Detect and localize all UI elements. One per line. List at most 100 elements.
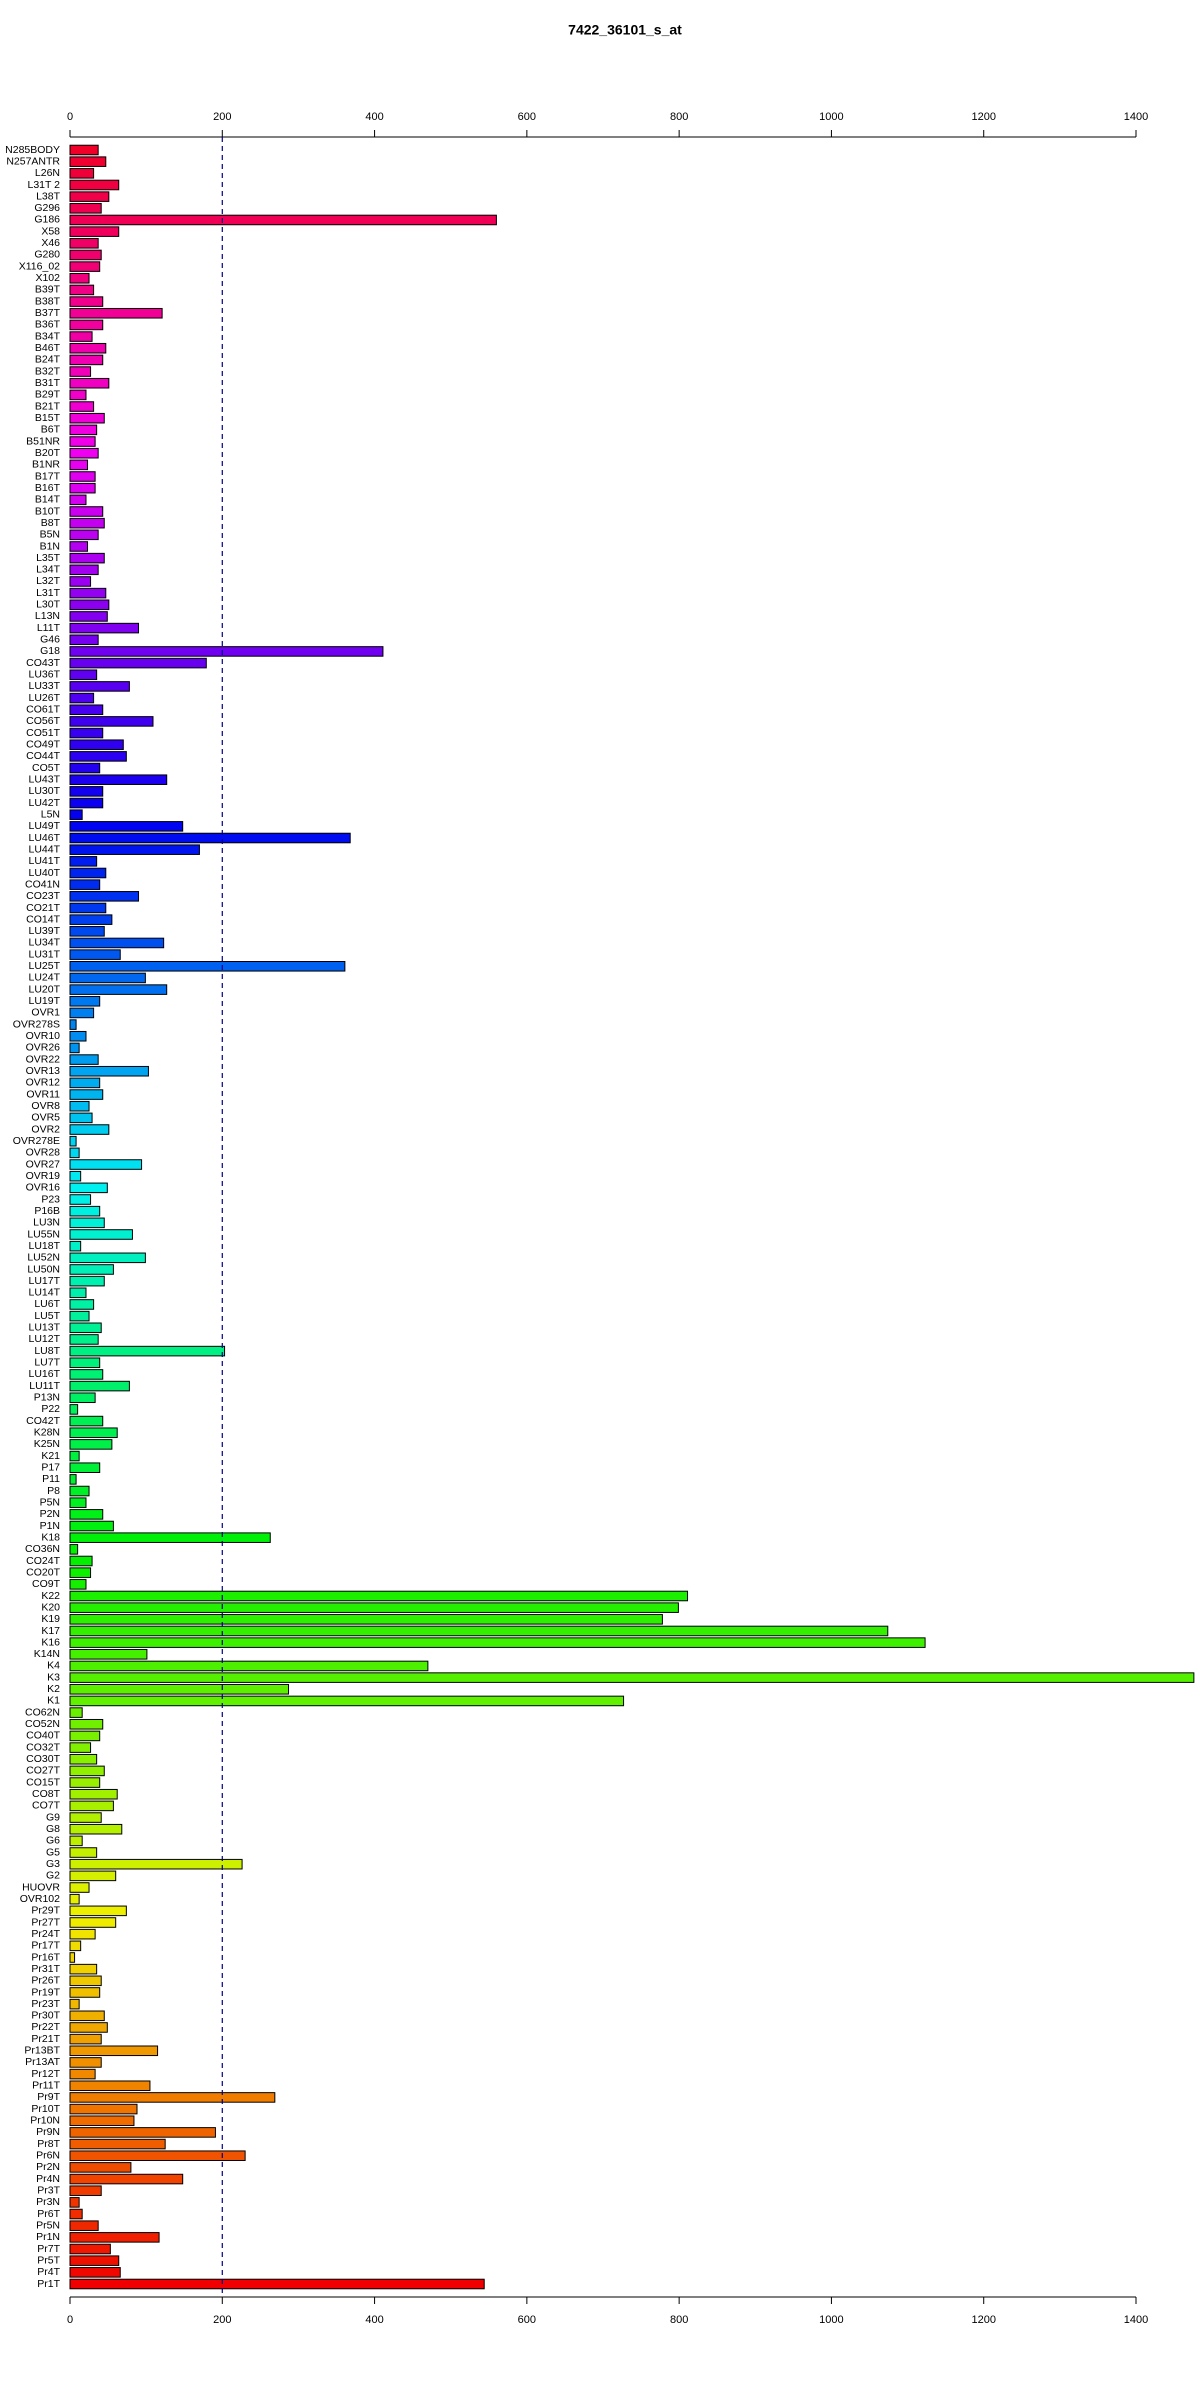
y-tick-label: B17T xyxy=(35,470,61,482)
y-tick-label: LU16T xyxy=(28,1368,60,1380)
y-tick-label: OVR27 xyxy=(26,1158,61,1170)
bar xyxy=(69,2022,108,2033)
y-tick-label: LU5T xyxy=(34,1310,60,1322)
bar xyxy=(69,517,105,529)
bar xyxy=(69,366,92,377)
y-tick-label: OVR26 xyxy=(26,1042,61,1054)
bar xyxy=(69,902,107,914)
y-tick-label: G2 xyxy=(46,1870,60,1882)
y-tick-label: CO14T xyxy=(26,913,60,925)
bar xyxy=(69,832,351,844)
y-tick-label: G46 xyxy=(40,634,60,646)
bar xyxy=(69,844,200,855)
bar xyxy=(69,1788,118,1800)
bar xyxy=(69,692,95,704)
y-tick-label: CO41N xyxy=(25,878,60,890)
y-tick-label: OVR10 xyxy=(26,1030,61,1042)
bar xyxy=(69,179,120,191)
y-tick-label: LU36T xyxy=(28,669,60,681)
y-tick-label: K22 xyxy=(41,1590,60,1602)
y-tick-label: LU30T xyxy=(28,785,60,797)
y-tick-label: Pr9T xyxy=(37,2091,60,2103)
bar xyxy=(69,226,120,237)
y-tick-label: Pr2N xyxy=(36,2161,60,2173)
y-tick-label: CO8T xyxy=(32,1788,61,1800)
y-tick-label: OVR22 xyxy=(26,1053,61,1065)
y-tick-label: LU39T xyxy=(28,925,60,937)
bar xyxy=(69,1882,90,1893)
y-tick-label: P1N xyxy=(40,1520,60,1532)
bar xyxy=(69,2197,80,2208)
y-tick-label: B21T xyxy=(35,400,61,412)
y-tick-label: Pr10N xyxy=(30,2115,60,2127)
bar xyxy=(69,1357,101,1369)
y-tick-label: LU6T xyxy=(34,1298,60,1310)
bar xyxy=(69,1077,101,1089)
y-tick-label: K4 xyxy=(47,1660,60,1672)
bar xyxy=(69,1905,127,1917)
y-tick-label: Pr16T xyxy=(31,1951,60,1963)
bar xyxy=(69,1497,87,1508)
y-tick-label: L31T 2 xyxy=(28,179,61,191)
bar xyxy=(69,774,168,785)
bar xyxy=(69,1870,117,1882)
y-tick-label: OVR13 xyxy=(26,1065,61,1077)
y-tick-label: Pr4T xyxy=(37,2266,60,2278)
bar xyxy=(69,203,102,214)
bar xyxy=(69,529,99,541)
bar xyxy=(69,1450,80,1462)
bar xyxy=(69,1847,98,1858)
y-tick-label: Pr3N xyxy=(36,2196,60,2208)
bar xyxy=(69,646,384,657)
y-tick-label: K19 xyxy=(41,1613,60,1625)
x-tick-label: 0 xyxy=(67,111,73,123)
bar xyxy=(69,296,104,307)
y-tick-label: CO15T xyxy=(26,1776,60,1788)
y-tick-label: X58 xyxy=(41,225,60,237)
y-tick-label: B38T xyxy=(35,295,61,307)
y-tick-label: B34T xyxy=(35,330,61,342)
y-tick-label: Pr7T xyxy=(37,2243,60,2255)
bar xyxy=(69,1392,96,1404)
bar xyxy=(69,739,124,751)
bar xyxy=(69,1159,143,1170)
bar xyxy=(69,1264,114,1275)
y-tick-label: K14N xyxy=(34,1648,60,1660)
bar xyxy=(69,389,87,401)
bar xyxy=(69,867,107,879)
bar xyxy=(69,494,87,506)
y-tick-label: OVR2 xyxy=(31,1123,60,1135)
y-tick-label: OVR278S xyxy=(13,1018,60,1030)
y-tick-label: CO30T xyxy=(26,1753,60,1765)
y-tick-label: P11 xyxy=(42,1473,60,1485)
y-tick-label: B20T xyxy=(35,447,61,459)
y-tick-label: CO49T xyxy=(26,739,60,751)
bar xyxy=(69,2080,151,2092)
bar xyxy=(69,1019,77,1030)
y-tick-label: P16B xyxy=(34,1205,60,1217)
bar xyxy=(69,307,163,319)
y-tick-label: LU40T xyxy=(28,867,60,879)
bar xyxy=(69,447,99,459)
bar xyxy=(69,949,121,960)
y-tick-label: Pr11T xyxy=(32,2080,60,2092)
y-tick-label: LU18T xyxy=(28,1240,60,1252)
y-tick-label: Pr23T xyxy=(31,1998,60,2010)
bar xyxy=(69,2243,111,2255)
y-tick-label: G186 xyxy=(34,214,60,226)
y-tick-label: L26N xyxy=(35,167,60,179)
x-tick-label: 1400 xyxy=(1124,111,1148,123)
y-tick-label: LU20T xyxy=(28,983,60,995)
y-tick-label: B16T xyxy=(35,482,61,494)
y-tick-label: B5N xyxy=(40,529,60,541)
bar xyxy=(69,1952,76,1963)
y-tick-label: B32T xyxy=(35,365,61,377)
y-tick-label: Pr6N xyxy=(36,2150,60,2162)
bar xyxy=(69,377,110,389)
y-tick-label: CO9T xyxy=(32,1578,61,1590)
y-tick-label: LU13T xyxy=(28,1322,60,1334)
bar xyxy=(69,2103,138,2115)
bar xyxy=(69,319,104,331)
y-tick-label: P5N xyxy=(40,1496,60,1508)
y-tick-label: CO61T xyxy=(26,704,60,716)
